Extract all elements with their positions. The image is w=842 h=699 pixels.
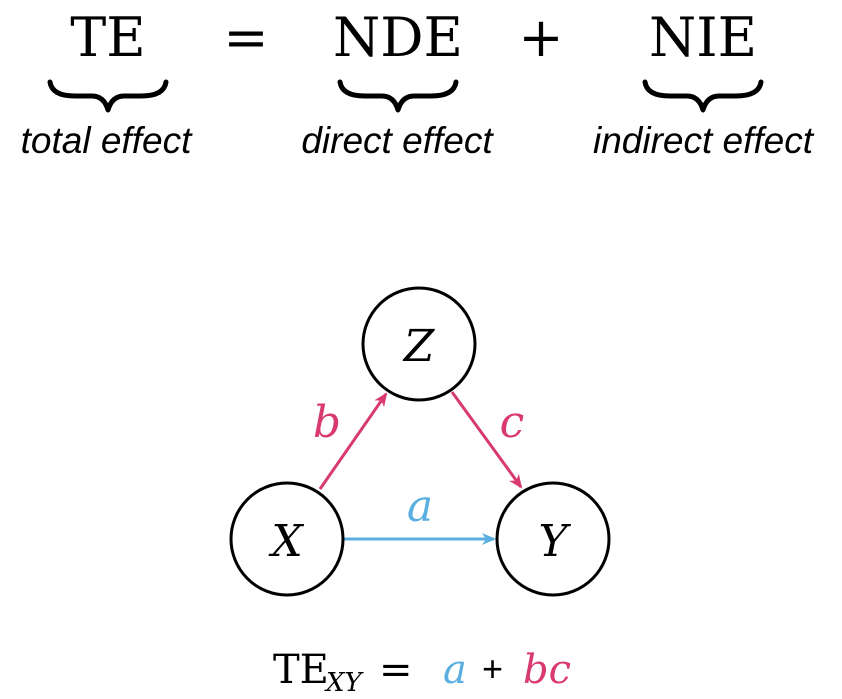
te-term: TE <box>70 6 145 69</box>
edge-label-b: b <box>313 397 341 448</box>
te-underbrace <box>47 79 169 113</box>
formula-te: TE <box>273 647 329 693</box>
formula-subscript: XY <box>324 668 365 698</box>
node-x-label: X <box>268 516 304 567</box>
nde-term: NDE <box>333 6 463 69</box>
node-x: X <box>229 481 345 597</box>
causal-diagram: Z X Y a b c <box>229 286 611 597</box>
equals-sign: = <box>223 6 268 69</box>
formula-bc: bc <box>523 647 571 693</box>
node-y: Y <box>495 481 611 597</box>
formula-a: a <box>443 647 467 693</box>
nie-underbrace <box>642 79 764 113</box>
indirect-effect-label: indirect effect <box>593 120 815 161</box>
node-z-label: Z <box>402 321 436 372</box>
nde-underbrace <box>337 79 459 113</box>
total-effect-formula: TE XY = a + bc <box>273 647 571 698</box>
edge-z-to-y <box>450 391 523 489</box>
formula-plus: + <box>482 648 503 689</box>
node-y-label: Y <box>538 516 571 567</box>
edge-x-to-z <box>318 392 388 490</box>
nie-term: NIE <box>649 6 757 69</box>
edge-label-c: c <box>500 397 525 448</box>
node-z: Z <box>361 286 477 402</box>
total-effect-label: total effect <box>21 120 193 161</box>
plus-sign: + <box>518 6 563 69</box>
direct-effect-label: direct effect <box>301 120 494 161</box>
formula-equals: = <box>379 647 413 693</box>
edge-label-a: a <box>407 481 433 532</box>
equation: TE = NDE + NIE total effect direct effec… <box>21 6 815 161</box>
